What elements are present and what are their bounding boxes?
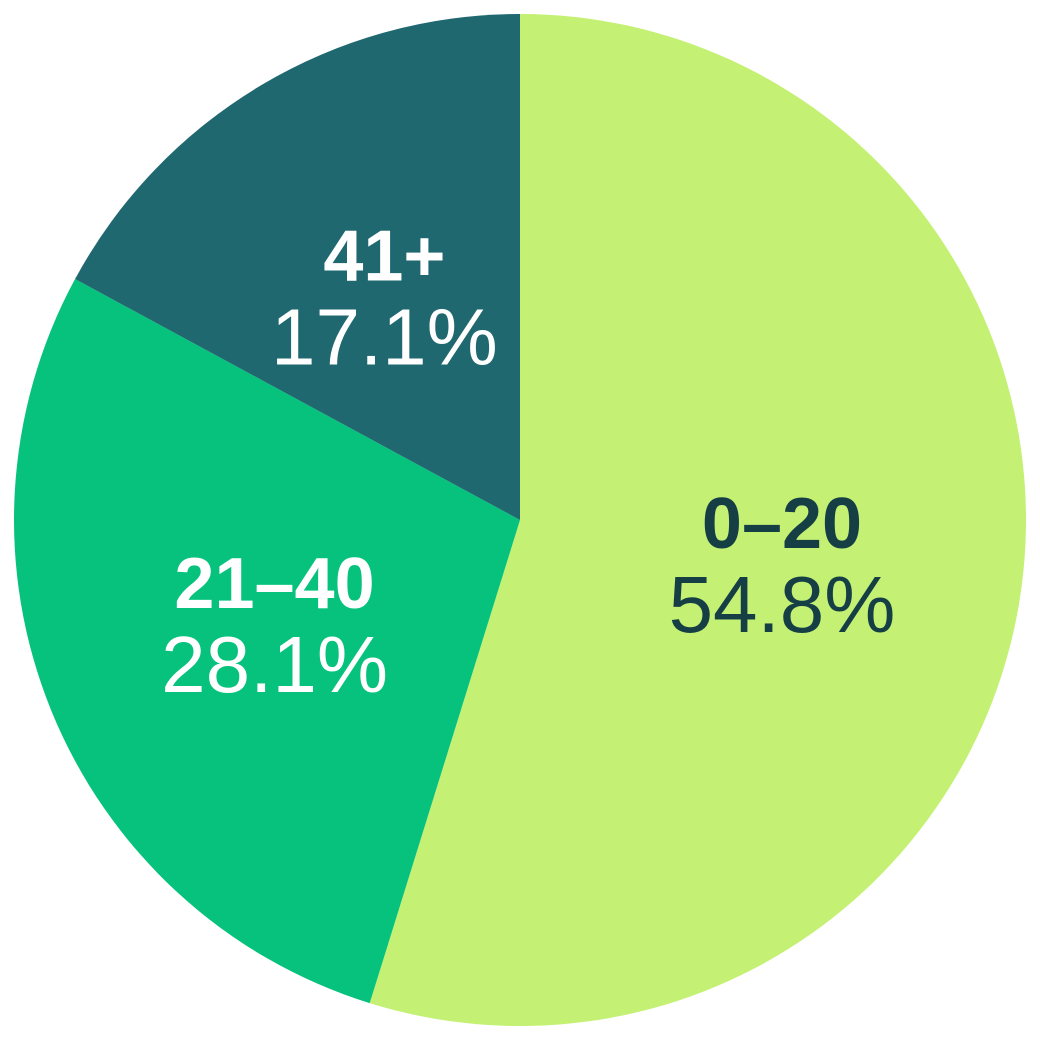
slice-value-label: 17.1% [271, 292, 498, 381]
pie-slice [75, 14, 520, 520]
slice-category-label: 41+ [323, 216, 445, 296]
pie-slice [369, 14, 1026, 1026]
slice-category-label: 21–40 [174, 544, 374, 624]
slice-value-label: 54.8% [669, 560, 896, 649]
slice-value-label: 28.1% [161, 620, 388, 709]
pie-slice [13, 279, 521, 1004]
slice-category-label: 0–20 [702, 484, 862, 564]
